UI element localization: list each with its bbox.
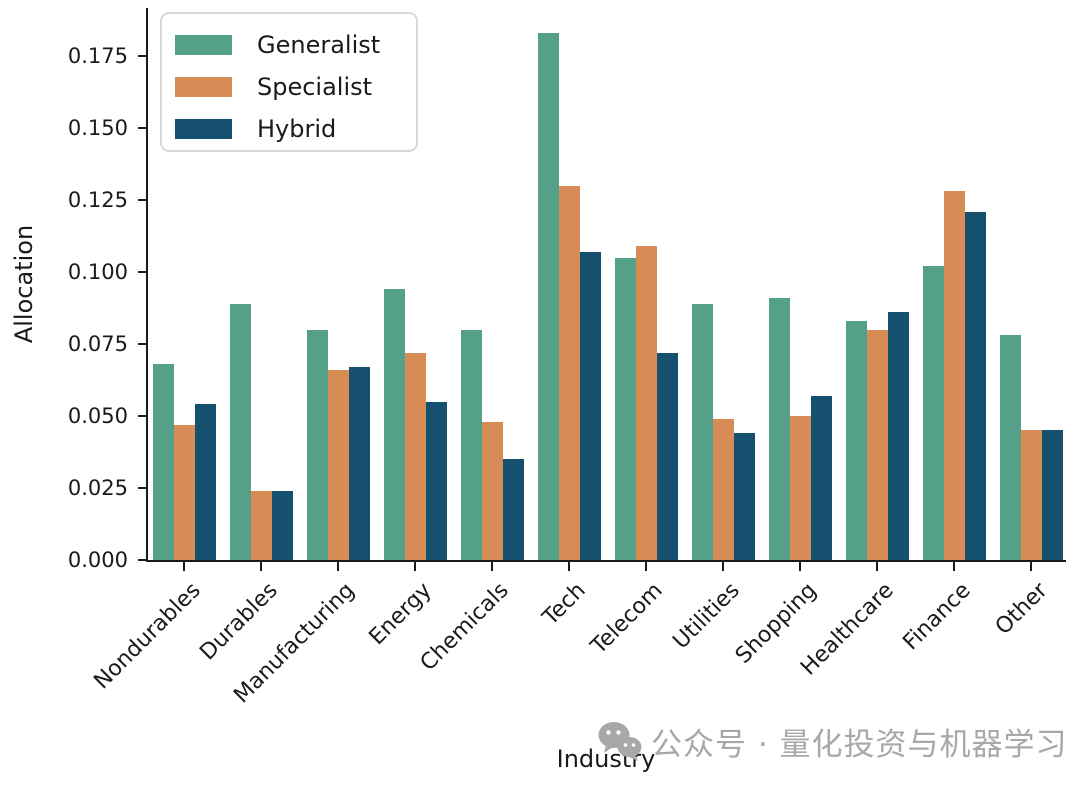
x-tick-mark xyxy=(337,562,339,571)
bar-specialist-chemicals xyxy=(481,422,503,560)
x-axis-line xyxy=(146,560,1066,562)
x-tick-mark xyxy=(414,562,416,571)
y-tick-label: 0.150 xyxy=(67,116,128,140)
x-tick-mark xyxy=(491,562,493,571)
bar-hybrid-other xyxy=(1041,430,1063,560)
x-tick-mark xyxy=(953,562,955,571)
y-tick-mark xyxy=(138,199,146,201)
watermark-text: 公众号 · 量化投资与机器学习 xyxy=(651,726,1068,763)
bar-specialist-telecom xyxy=(635,246,657,560)
y-tick-label: 0.100 xyxy=(67,260,128,284)
x-tick-label-tech: Tech xyxy=(538,578,591,631)
legend-swatch-generalist xyxy=(175,35,232,55)
x-tick-label-energy: Energy xyxy=(364,578,437,651)
bar-specialist-nondurables xyxy=(173,425,195,560)
legend: Generalist Specialist Hybrid xyxy=(160,12,418,152)
y-axis-line xyxy=(146,8,148,562)
x-tick-label-telecom: Telecom xyxy=(586,578,668,660)
bar-generalist-energy xyxy=(383,289,405,560)
bar-hybrid-nondurables xyxy=(194,404,216,560)
y-tick-label: 0.000 xyxy=(67,548,128,572)
y-tick-mark xyxy=(138,559,146,561)
legend-label-specialist: Specialist xyxy=(257,73,373,101)
y-tick-mark xyxy=(138,55,146,57)
bar-specialist-durables xyxy=(250,491,272,560)
x-tick-mark xyxy=(260,562,262,571)
x-tick-mark xyxy=(645,562,647,571)
bar-generalist-nondurables xyxy=(152,364,174,560)
x-tick-mark xyxy=(183,562,185,571)
bar-generalist-healthcare xyxy=(845,321,867,560)
legend-label-hybrid: Hybrid xyxy=(257,115,337,143)
x-tick-mark xyxy=(799,562,801,571)
y-axis-title: Allocation xyxy=(10,224,38,344)
y-tick-mark xyxy=(138,343,146,345)
x-tick-mark xyxy=(568,562,570,571)
wechat-icon xyxy=(598,722,642,761)
bar-specialist-other xyxy=(1020,430,1042,560)
legend-swatch-hybrid xyxy=(175,119,232,139)
x-tick-label-nondurables: Nondurables xyxy=(89,578,206,695)
bar-generalist-tech xyxy=(537,33,559,560)
bar-specialist-utilities xyxy=(712,419,734,560)
y-tick-mark xyxy=(138,127,146,129)
bar-hybrid-shopping xyxy=(810,396,832,560)
bar-generalist-utilities xyxy=(691,304,713,560)
bar-hybrid-utilities xyxy=(733,433,755,560)
watermark: 公众号 · 量化投资与机器学习 xyxy=(597,712,1067,770)
x-tick-mark xyxy=(876,562,878,571)
legend-item-hybrid: Hybrid xyxy=(175,109,416,149)
legend-swatch-specialist xyxy=(175,77,232,97)
bar-hybrid-healthcare xyxy=(887,312,909,560)
bar-hybrid-energy xyxy=(425,402,447,560)
bar-hybrid-finance xyxy=(964,212,986,560)
bar-generalist-telecom xyxy=(614,258,636,560)
bar-specialist-energy xyxy=(404,353,426,560)
bar-specialist-finance xyxy=(943,191,965,560)
y-tick-label: 0.025 xyxy=(67,476,128,500)
bar-specialist-healthcare xyxy=(866,330,888,560)
bar-hybrid-chemicals xyxy=(502,459,524,560)
x-tick-label-finance: Finance xyxy=(898,578,976,656)
y-tick-mark xyxy=(138,415,146,417)
bar-hybrid-durables xyxy=(271,491,293,560)
bar-generalist-shopping xyxy=(768,298,790,560)
bar-hybrid-manufacturing xyxy=(348,367,370,560)
y-tick-mark xyxy=(138,487,146,489)
bar-hybrid-telecom xyxy=(656,353,678,560)
y-tick-label: 0.050 xyxy=(67,404,128,428)
bar-specialist-manufacturing xyxy=(327,370,349,560)
bar-specialist-shopping xyxy=(789,416,811,560)
legend-item-specialist: Specialist xyxy=(175,67,416,107)
bar-specialist-tech xyxy=(558,186,580,560)
y-tick-mark xyxy=(138,271,146,273)
x-tick-label-other: Other xyxy=(990,578,1053,640)
y-tick-label: 0.125 xyxy=(67,188,128,212)
bar-generalist-durables xyxy=(229,304,251,560)
bar-generalist-chemicals xyxy=(460,330,482,560)
bar-generalist-other xyxy=(999,335,1021,560)
x-tick-label-utilities: Utilities xyxy=(668,578,745,655)
x-tick-mark xyxy=(722,562,724,571)
y-tick-label: 0.175 xyxy=(67,44,128,68)
y-tick-label: 0.075 xyxy=(67,332,128,356)
bar-generalist-manufacturing xyxy=(306,330,328,560)
bar-hybrid-tech xyxy=(579,252,601,560)
legend-label-generalist: Generalist xyxy=(257,31,381,59)
bar-generalist-finance xyxy=(922,266,944,560)
x-tick-mark xyxy=(1030,562,1032,571)
legend-item-generalist: Generalist xyxy=(175,25,416,65)
